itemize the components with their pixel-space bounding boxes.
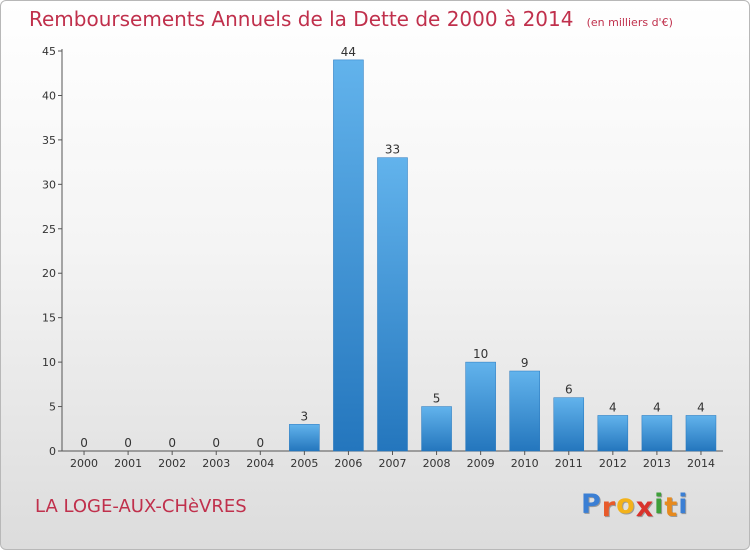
data-label: 4 bbox=[609, 400, 617, 414]
logo-letter: P bbox=[581, 489, 602, 520]
y-tick-label: 25 bbox=[42, 223, 56, 236]
bar-2011 bbox=[553, 397, 585, 452]
x-tick-label: 2005 bbox=[290, 457, 318, 470]
chart-title: Remboursements Annuels de la Dette de 20… bbox=[29, 7, 673, 31]
bar-2006 bbox=[333, 59, 364, 452]
logo-letter: i bbox=[678, 489, 689, 520]
data-label: 0 bbox=[256, 436, 264, 450]
bar-2013 bbox=[641, 415, 673, 452]
logo-letter: i bbox=[654, 489, 665, 520]
data-label: 0 bbox=[124, 436, 132, 450]
y-tick-label: 30 bbox=[42, 178, 56, 191]
x-tick-label: 2014 bbox=[687, 457, 715, 470]
y-tick-label: 40 bbox=[42, 89, 56, 102]
x-tick-label: 2000 bbox=[70, 457, 98, 470]
x-tick-label: 2012 bbox=[599, 457, 627, 470]
bar-2012 bbox=[597, 415, 629, 452]
data-label: 0 bbox=[80, 436, 88, 450]
x-tick-label: 2007 bbox=[379, 457, 407, 470]
bar-2005 bbox=[289, 424, 320, 452]
bar-2010 bbox=[509, 370, 540, 452]
logo-letter: o bbox=[616, 489, 636, 520]
data-label: 0 bbox=[168, 436, 176, 450]
data-label: 9 bbox=[521, 356, 529, 370]
x-tick-label: 2009 bbox=[467, 457, 495, 470]
x-tick-label: 2010 bbox=[511, 457, 539, 470]
y-tick-label: 20 bbox=[42, 267, 56, 280]
data-label: 4 bbox=[697, 400, 705, 414]
bar-2007 bbox=[377, 157, 408, 452]
chart-unit-note: (en milliers d'€) bbox=[586, 16, 673, 29]
data-label: 4 bbox=[653, 400, 661, 414]
y-tick-label: 45 bbox=[42, 45, 56, 58]
x-tick-label: 2001 bbox=[114, 457, 142, 470]
x-tick-label: 2002 bbox=[158, 457, 186, 470]
chart-title-text: Remboursements Annuels de la Dette de 20… bbox=[29, 7, 574, 31]
data-label: 3 bbox=[301, 409, 309, 423]
y-tick-label: 35 bbox=[42, 134, 56, 147]
data-label: 0 bbox=[212, 436, 220, 450]
x-tick-label: 2008 bbox=[423, 457, 451, 470]
x-tick-label: 2004 bbox=[246, 457, 274, 470]
logo-letter: x bbox=[635, 492, 655, 523]
logo-letter: r bbox=[601, 492, 617, 523]
bar-2008 bbox=[421, 406, 452, 452]
y-tick-label: 0 bbox=[49, 445, 56, 458]
logo-letter: t bbox=[664, 492, 679, 523]
x-tick-label: 2006 bbox=[334, 457, 362, 470]
x-tick-label: 2011 bbox=[555, 457, 583, 470]
data-label: 33 bbox=[385, 143, 400, 157]
data-label: 44 bbox=[341, 45, 356, 59]
data-label: 10 bbox=[473, 347, 488, 361]
commune-name: LA LOGE-AUX-CHèVRES bbox=[35, 496, 247, 517]
y-tick-label: 5 bbox=[49, 401, 56, 414]
y-tick-label: 10 bbox=[42, 356, 56, 369]
bar-2014 bbox=[685, 415, 717, 452]
bar-2009 bbox=[465, 361, 496, 452]
proxiti-logo: Proxiti bbox=[581, 489, 689, 523]
x-tick-label: 2013 bbox=[643, 457, 671, 470]
data-label: 5 bbox=[433, 392, 441, 406]
x-tick-label: 2003 bbox=[202, 457, 230, 470]
data-label: 6 bbox=[565, 383, 573, 397]
y-tick-label: 15 bbox=[42, 312, 56, 325]
